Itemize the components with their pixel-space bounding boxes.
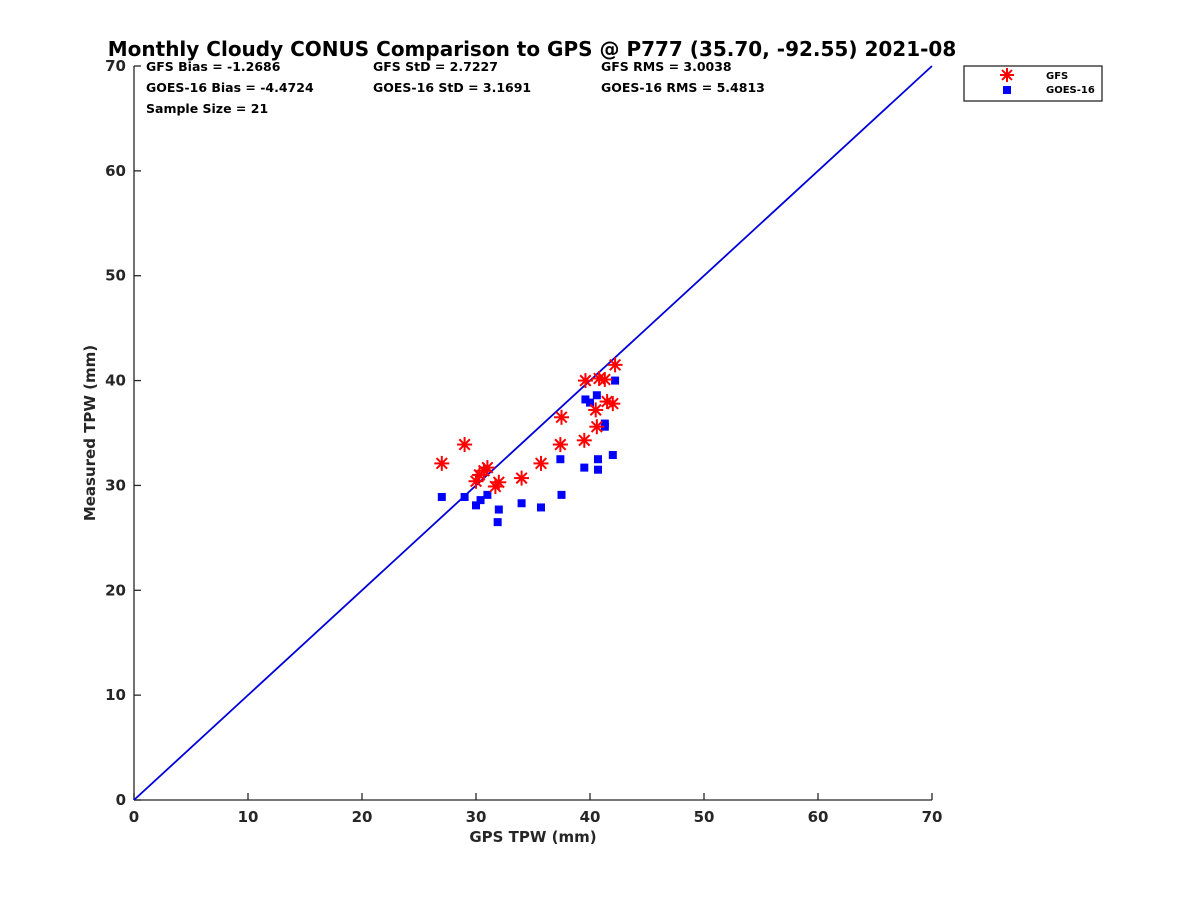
y-tick-label: 40 — [105, 372, 126, 390]
legend-square — [1003, 86, 1011, 94]
gfs-point — [605, 396, 621, 412]
goes16-point — [493, 518, 502, 527]
axes — [133, 66, 932, 801]
y-axis-label: Measured TPW (mm) — [81, 345, 99, 521]
y-tick-label: 60 — [105, 162, 126, 180]
legend-marker-gfs — [1000, 68, 1014, 82]
chart-title: Monthly Cloudy CONUS Comparison to GPS @… — [108, 37, 957, 61]
x-tick-label: 20 — [352, 808, 373, 826]
gfs-point — [589, 419, 605, 435]
goes16-point — [483, 490, 492, 499]
goes16-point — [592, 391, 601, 400]
x-ticks: 0 10 20 30 40 50 60 70 — [129, 793, 943, 826]
x-axis-label: GPS TPW (mm) — [469, 828, 596, 846]
goes16-point — [611, 376, 620, 385]
y-tick-label: 10 — [105, 686, 126, 704]
legend-box — [963, 65, 1103, 102]
goes16-point — [586, 398, 594, 407]
goes16-point — [460, 492, 469, 501]
gfs-point — [591, 370, 607, 386]
goes16-point — [581, 395, 590, 404]
goes16-point — [494, 505, 503, 514]
y-tick-label: 50 — [105, 267, 126, 285]
stat-gfs-rms: GFS RMS = 3.0038 — [601, 59, 732, 74]
goes16-point — [600, 419, 609, 428]
one-to-one-line — [133, 65, 933, 801]
gfs-point — [577, 373, 593, 389]
y-ticks: 0 10 20 30 40 50 60 70 — [105, 57, 141, 809]
stat-goes-std: GOES-16 StD = 3.1691 — [373, 80, 531, 95]
legend: GFS GOES-16 — [963, 65, 1103, 102]
y-tick-label: 20 — [105, 581, 126, 599]
data-markers — [434, 357, 623, 527]
gfs-point — [597, 372, 613, 388]
stat-goes-bias: GOES-16 Bias = -4.4724 — [146, 80, 314, 95]
x-tick-label: 30 — [466, 808, 487, 826]
y-tick-label: 30 — [105, 476, 126, 494]
legend-label-goes16: GOES-16 — [1046, 85, 1095, 96]
stats-block: GFS Bias = -1.2686 GFS StD = 2.7227 GFS … — [146, 59, 765, 116]
x-tick-label: 40 — [580, 808, 601, 826]
y-tick-label: 70 — [105, 57, 126, 75]
goes16-point — [517, 499, 526, 508]
goes16-point — [593, 465, 602, 474]
gfs-point — [607, 357, 623, 373]
goes16-point — [476, 496, 485, 505]
x-tick-label: 60 — [808, 808, 829, 826]
goes16-point — [472, 501, 480, 510]
gfs-point — [533, 455, 549, 471]
gfs-point — [434, 455, 450, 471]
stat-goes-rms: GOES-16 RMS = 5.4813 — [601, 80, 765, 95]
goes16-point — [593, 455, 602, 464]
gfs-point — [514, 470, 530, 486]
stat-gfs-bias: GFS Bias = -1.2686 — [146, 59, 281, 74]
gfs-point — [588, 402, 604, 418]
stat-sample-size: Sample Size = 21 — [146, 101, 268, 116]
gfs-point — [479, 460, 495, 476]
x-tick-label: 50 — [694, 808, 715, 826]
goes16-point — [536, 503, 545, 512]
gfs-point — [457, 437, 473, 453]
gfs-point — [554, 409, 569, 425]
gfs-point — [576, 432, 592, 448]
x-tick-label: 10 — [238, 808, 259, 826]
goes16-point — [580, 463, 589, 472]
stat-gfs-std: GFS StD = 2.7227 — [373, 59, 498, 74]
goes16-point — [557, 490, 566, 499]
y-tick-label: 0 — [116, 791, 126, 809]
legend-asterisk — [1000, 68, 1014, 82]
x-tick-label: 0 — [129, 808, 139, 826]
gfs-point — [491, 474, 507, 490]
goes16-point — [556, 455, 565, 464]
legend-label-gfs: GFS — [1046, 71, 1068, 82]
x-tick-label: 70 — [922, 808, 943, 826]
goes16-point — [608, 451, 617, 460]
legend-marker-goes16 — [1003, 86, 1011, 94]
gfs-point — [552, 437, 568, 453]
goes16-point — [437, 492, 446, 501]
